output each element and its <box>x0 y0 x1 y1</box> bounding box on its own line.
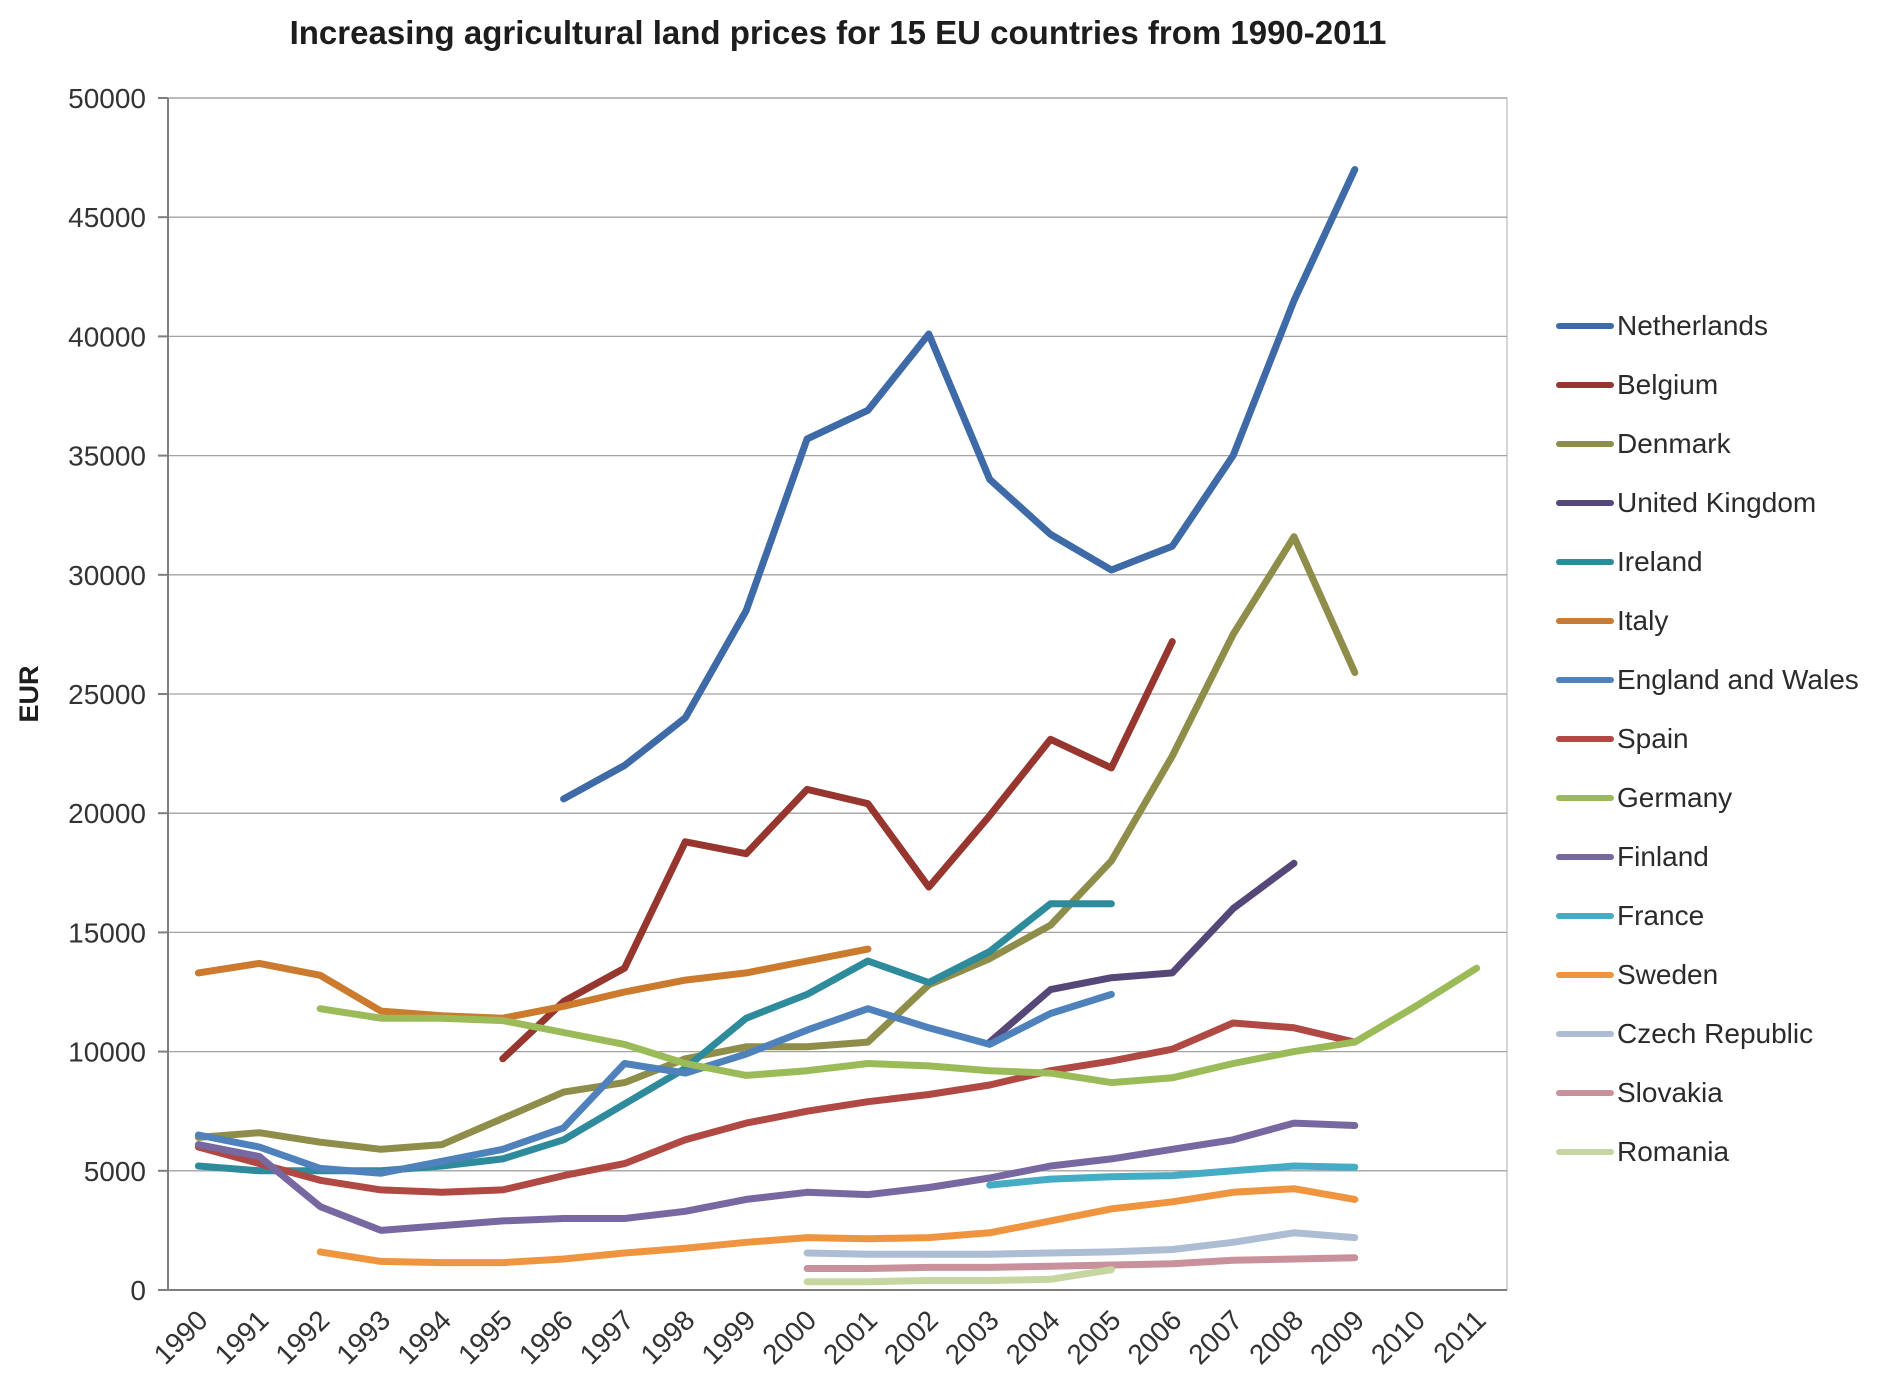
x-tick-label: 2002 <box>878 1304 944 1370</box>
legend-swatch-icon <box>1556 1030 1614 1037</box>
legend-swatch-icon <box>1556 617 1614 624</box>
series-line-netherlands <box>560 166 1359 803</box>
y-tick-label: 25000 <box>68 679 146 710</box>
legend-label: Romania <box>1617 1135 1730 1167</box>
legend-item-slovakia: Slovakia <box>1556 1063 1859 1122</box>
series-line-slovakia <box>803 1254 1359 1272</box>
legend-item-england-and-wales: England and Wales <box>1556 650 1859 709</box>
x-tick-label: 1997 <box>574 1304 640 1370</box>
legend-swatch-icon <box>1556 794 1614 801</box>
legend-swatch-icon <box>1556 558 1614 565</box>
legend-item-romania: Romania <box>1556 1122 1859 1181</box>
series-line-czech-republic <box>803 1229 1359 1258</box>
legend-swatch-icon <box>1556 853 1614 860</box>
series-line-romania <box>803 1266 1115 1286</box>
x-tick-label: 2009 <box>1304 1304 1370 1370</box>
x-tick-label: 1995 <box>452 1304 518 1370</box>
x-tick-label: 2007 <box>1182 1304 1248 1370</box>
series-line-spain <box>194 1019 1359 1196</box>
legend-item-denmark: Denmark <box>1556 414 1859 473</box>
x-tick-label: 1996 <box>513 1304 579 1370</box>
y-tick-label: 50000 <box>68 83 146 114</box>
x-tick-label: 1998 <box>635 1304 701 1370</box>
legend-swatch-icon <box>1556 971 1614 978</box>
legend-label: Belgium <box>1617 368 1719 400</box>
series-line-belgium <box>499 638 1176 1063</box>
x-tick-label: 1993 <box>330 1304 396 1370</box>
legend-label: Germany <box>1617 781 1733 813</box>
y-tick-label: 15000 <box>68 917 146 948</box>
x-tick-label: 1994 <box>391 1304 457 1370</box>
legend-label: Italy <box>1617 604 1669 636</box>
legend-label: Netherlands <box>1617 309 1768 341</box>
legend-swatch-icon <box>1556 735 1614 742</box>
legend-swatch-icon <box>1556 440 1614 447</box>
legend-label: Slovakia <box>1617 1076 1723 1108</box>
series-line-denmark <box>194 533 1359 1153</box>
y-tick-label: 40000 <box>68 321 146 352</box>
y-tick-label: 30000 <box>68 560 146 591</box>
legend-swatch-icon <box>1556 499 1614 506</box>
legend-label: Ireland <box>1617 545 1703 577</box>
y-tick-label: 45000 <box>68 202 146 233</box>
legend-item-italy: Italy <box>1556 591 1859 650</box>
x-tick-label: 1991 <box>209 1304 275 1370</box>
legend-swatch-icon <box>1556 1089 1614 1096</box>
legend-item-czech-republic: Czech Republic <box>1556 1004 1859 1063</box>
legend-item-ireland: Ireland <box>1556 532 1859 591</box>
legend-item-sweden: Sweden <box>1556 945 1859 1004</box>
legend-swatch-icon <box>1556 676 1614 683</box>
legend-swatch-icon <box>1556 381 1614 388</box>
legend-swatch-icon <box>1556 912 1614 919</box>
y-tick-label: 10000 <box>68 1037 146 1068</box>
x-tick-label: 2008 <box>1243 1304 1309 1370</box>
x-tick-label: 2011 <box>1427 1304 1492 1369</box>
legend-swatch-icon <box>1556 1148 1614 1155</box>
x-tick-label: 1992 <box>269 1304 335 1370</box>
series-line-sweden <box>316 1185 1359 1267</box>
legend-label: France <box>1617 899 1705 931</box>
legend-item-united-kingdom: United Kingdom <box>1556 473 1859 532</box>
legend-label: Finland <box>1617 840 1709 872</box>
x-tick-label: 2010 <box>1365 1304 1431 1370</box>
legend-label: United Kingdom <box>1617 486 1817 518</box>
legend-label: Sweden <box>1617 958 1719 990</box>
series-line-england-and-wales <box>194 990 1115 1177</box>
legend-swatch-icon <box>1556 322 1614 329</box>
legend-item-germany: Germany <box>1556 768 1859 827</box>
legend-item-france: France <box>1556 886 1859 945</box>
x-tick-label: 2003 <box>939 1304 1005 1370</box>
series-line-united-kingdom <box>986 859 1298 1046</box>
y-tick-label: 35000 <box>68 441 146 472</box>
legend-label: Czech Republic <box>1617 1017 1814 1049</box>
x-tick-label: 2006 <box>1122 1304 1188 1370</box>
legend-item-spain: Spain <box>1556 709 1859 768</box>
chart-legend: Netherlands Belgium Denmark United Kingdom I… <box>1556 296 1859 1181</box>
y-tick-label: 5000 <box>84 1156 146 1187</box>
series-line-italy <box>194 945 872 1022</box>
y-tick-label: 20000 <box>68 798 146 829</box>
x-tick-label: 1990 <box>148 1304 214 1370</box>
x-tick-label: 2001 <box>817 1304 883 1370</box>
x-tick-label: 2004 <box>1000 1304 1066 1370</box>
chart-title: Increasing agricultural land prices for … <box>289 14 1387 51</box>
legend-label: Spain <box>1617 722 1689 754</box>
y-tick-label: 0 <box>130 1275 146 1306</box>
x-tick-label: 2005 <box>1061 1304 1127 1370</box>
legend-label: England and Wales <box>1617 663 1859 695</box>
legend-item-belgium: Belgium <box>1556 355 1859 414</box>
x-tick-label: 1999 <box>695 1304 761 1370</box>
series-line-finland <box>194 1119 1359 1234</box>
legend-item-netherlands: Netherlands <box>1556 296 1859 355</box>
x-tick-label: 2000 <box>756 1304 822 1370</box>
legend-item-finland: Finland <box>1556 827 1859 886</box>
series-line-germany <box>316 964 1481 1087</box>
legend-label: Denmark <box>1617 427 1731 459</box>
series-line-france <box>986 1162 1359 1189</box>
y-axis-title: EUR <box>14 665 44 722</box>
